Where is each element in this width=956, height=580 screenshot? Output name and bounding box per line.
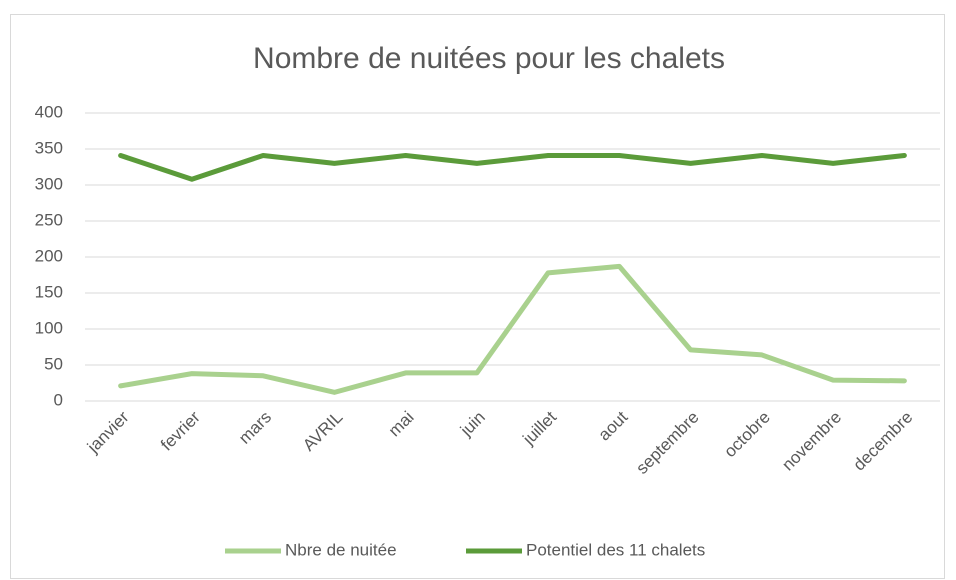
legend-label: Potentiel des 11 chalets — [526, 540, 705, 559]
y-tick-label: 0 — [54, 390, 63, 409]
y-tick-label: 400 — [35, 102, 63, 121]
legend-label: Nbre de nuitée — [285, 540, 397, 559]
y-tick-label: 100 — [35, 318, 63, 337]
y-tick-label: 300 — [35, 174, 63, 193]
series-line — [118, 263, 907, 395]
y-tick-label: 250 — [35, 210, 63, 229]
y-tick-label: 350 — [35, 138, 63, 157]
chart-border — [10, 14, 945, 579]
chart-title: Nombre de nuitées pour les chalets — [253, 42, 725, 75]
y-tick-label: 150 — [35, 282, 63, 301]
series-line — [118, 152, 907, 182]
y-tick-label: 200 — [35, 246, 63, 265]
y-tick-label: 50 — [44, 354, 63, 373]
